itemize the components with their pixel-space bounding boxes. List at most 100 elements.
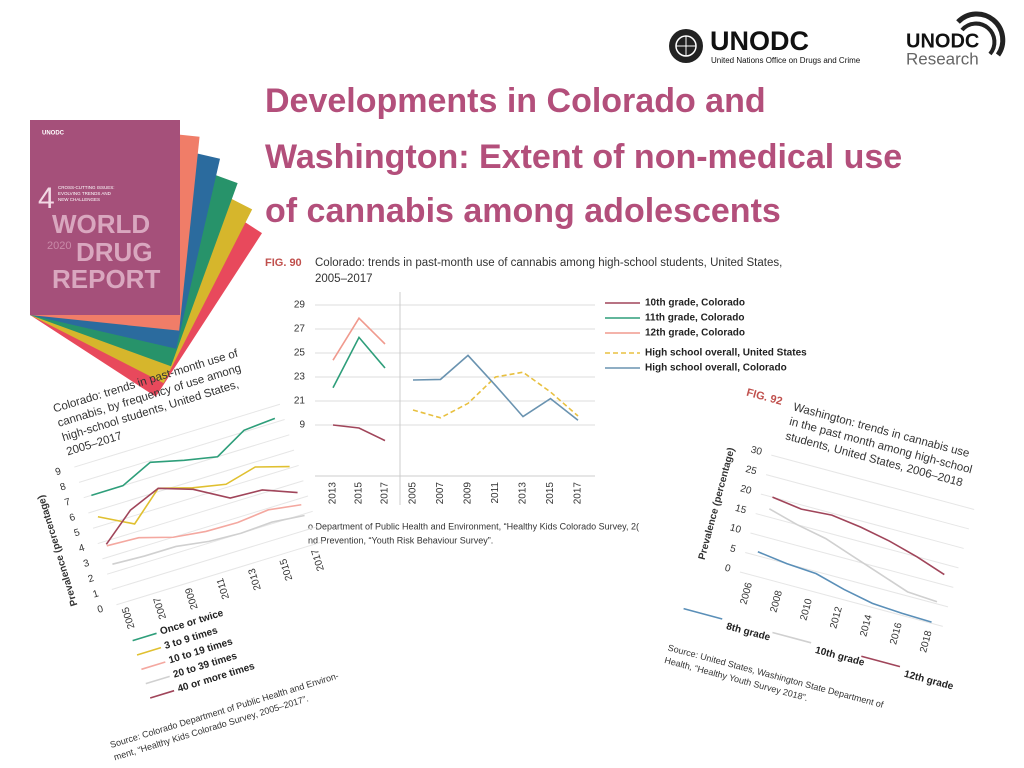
x-tick-label: 2012 <box>828 605 844 630</box>
report-covers: UNODC 4 CROSS-CUTTING ISSUES: EVOLVING T… <box>29 120 263 397</box>
legend-swatch <box>136 646 162 656</box>
y-tick-label: 30 <box>749 444 763 458</box>
legend-label: 10th grade <box>814 645 866 669</box>
cover-publisher: UNODC <box>42 131 65 137</box>
x-tick-label: 2015 <box>278 557 295 582</box>
cover-number: 4 <box>38 182 55 215</box>
grid-line <box>74 403 281 468</box>
grid-line <box>760 493 964 549</box>
y-tick-label: 25 <box>744 464 758 478</box>
grid-line <box>755 513 959 569</box>
legend-label: 10th grade, Colorado <box>645 298 745 309</box>
series-line <box>91 417 276 497</box>
cover-subtitle: EVOLVING TRENDS AND <box>58 191 112 196</box>
x-tick-label: 2005 <box>408 482 419 505</box>
figure-91: FIG. 91Colorado: trends in past-month us… <box>0 347 340 762</box>
cover-subtitle: NEW CHALLENGES <box>58 197 100 202</box>
y-tick-label: 27 <box>294 324 306 335</box>
x-tick-label: 2014 <box>858 613 874 638</box>
x-tick-label: 2013 <box>328 482 339 505</box>
research-swirl <box>960 21 997 56</box>
figure-label: FIG. 90 <box>265 257 302 269</box>
x-tick-label: 2006 <box>739 581 755 606</box>
y-tick-label: 29 <box>294 300 306 311</box>
grid-line <box>771 454 975 510</box>
legend-swatch <box>861 655 901 668</box>
y-tick-label: 0 <box>724 563 733 575</box>
source-note: o Department of Public Health and Enviro… <box>308 521 639 531</box>
x-tick-label: 2017 <box>380 482 391 505</box>
logo-name: UNODC <box>710 26 809 56</box>
y-tick-label: 0 <box>96 604 105 616</box>
y-tick-label: 7 <box>63 497 72 509</box>
series-line <box>112 514 305 565</box>
y2-tick-label: 9 <box>299 420 305 431</box>
legend-swatch <box>132 632 157 642</box>
x-tick-label: 2015 <box>545 482 556 505</box>
grid-line <box>106 510 313 575</box>
source-note: nd Prevention, “Youth Risk Behaviour Sur… <box>308 535 493 545</box>
legend-label: 12th grade, Colorado <box>645 328 745 339</box>
series-line <box>105 487 298 545</box>
series-line <box>757 550 932 623</box>
y-tick-label: 4 <box>77 542 86 554</box>
slide-title: of cannabis among adolescents <box>265 192 781 230</box>
research-logo-subtitle: Research <box>906 49 979 68</box>
x-tick-label: 2013 <box>518 482 529 505</box>
cover-subtitle: CROSS-CUTTING ISSUES: <box>58 185 115 190</box>
series-line <box>772 496 945 576</box>
y-axis-label: Prevalence (percentage) <box>275 337 286 453</box>
y-tick-label: 5 <box>729 543 738 555</box>
y-axis-label: Prevalence (percentage) <box>36 494 80 608</box>
y-tick-label: 23 <box>294 372 306 383</box>
grid-line <box>88 449 295 514</box>
figure-label: FIG. 92 <box>745 387 784 408</box>
y-tick-label: 9 <box>54 466 63 478</box>
series-line <box>412 371 579 419</box>
grid-line <box>92 464 299 529</box>
cover-title: REPORT <box>52 264 160 294</box>
grid-line <box>765 474 970 530</box>
series-line <box>412 354 579 421</box>
figure-title: 2005–2017 <box>315 273 373 285</box>
source-note: Source: Colorado Department of Public He… <box>109 671 340 750</box>
series-line <box>332 424 386 442</box>
grid-line <box>116 541 323 606</box>
x-tick-label: 2018 <box>918 629 934 654</box>
figure-title: Colorado: trends in past-month use of ca… <box>315 257 782 269</box>
series-line <box>768 508 938 603</box>
y-tick-label: 20 <box>739 483 753 497</box>
x-tick-label: 2008 <box>769 589 785 614</box>
cover-year: 2020 <box>47 240 71 252</box>
x-tick-label: 2007 <box>435 482 446 505</box>
x-tick-label: 2009 <box>183 586 200 611</box>
y-tick-label: 25 <box>294 348 306 359</box>
y-tick-label: 1 <box>92 588 101 600</box>
x-tick-label: 2007 <box>152 596 169 621</box>
legend-swatch <box>772 631 812 644</box>
legend-label: 11th grade, Colorado <box>645 313 744 324</box>
series-line <box>106 503 302 547</box>
cover-front <box>30 120 180 315</box>
x-tick-label: 2011 <box>215 576 232 600</box>
x-tick-label: 2009 <box>463 482 474 505</box>
cover-title: WORLD <box>52 209 150 239</box>
y-tick-label: 15 <box>734 503 748 517</box>
unodc-logo: UNODC United Nations Office on Drugs and… <box>669 26 861 65</box>
grid-line <box>111 526 318 590</box>
legend-swatch <box>145 675 170 685</box>
series-line <box>332 316 386 361</box>
x-tick-label: 2013 <box>247 567 264 592</box>
x-tick-label: 2010 <box>798 597 814 622</box>
x-tick-label: 2015 <box>354 482 365 505</box>
legend-label: 8th grade <box>725 621 772 643</box>
series-line <box>332 335 386 389</box>
series-line <box>97 465 290 525</box>
source-note: Source: United States, Washington State … <box>667 642 885 709</box>
y-tick-label: 3 <box>82 558 91 570</box>
research-swirl <box>956 11 1006 57</box>
grid-line <box>745 552 949 608</box>
y-tick-label: 8 <box>59 481 68 493</box>
